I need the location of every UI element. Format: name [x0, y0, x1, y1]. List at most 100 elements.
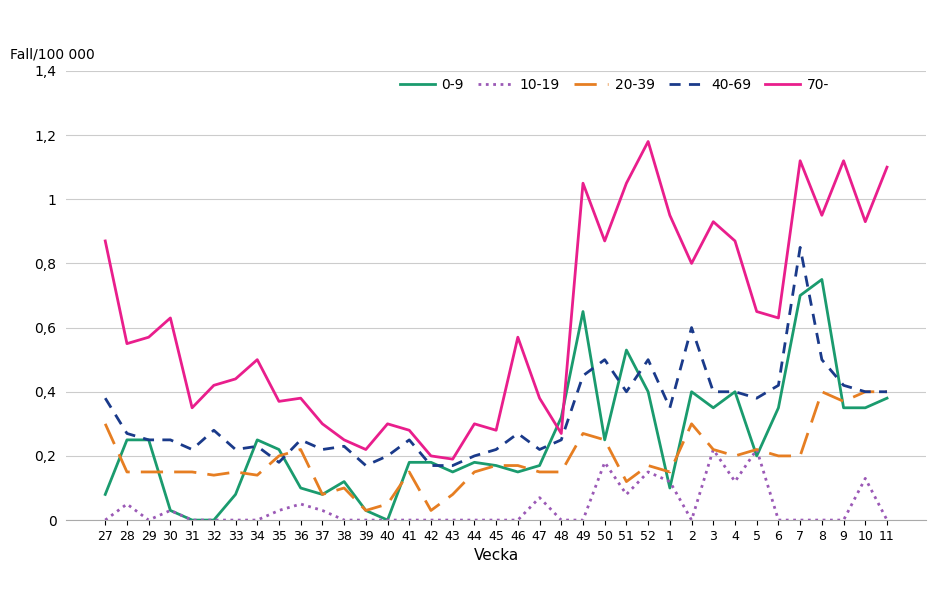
10-19 [316, 507, 328, 514]
0-9 [794, 292, 805, 299]
70- [729, 238, 740, 245]
70- [403, 427, 414, 434]
Line: 40-69: 40-69 [105, 248, 886, 466]
40-69 [447, 462, 458, 469]
20-39 [555, 469, 566, 476]
40-69 [707, 388, 718, 395]
10-19 [208, 517, 219, 524]
10-19 [577, 517, 588, 524]
40-69 [295, 436, 306, 443]
0-9 [295, 485, 306, 492]
70- [533, 395, 545, 402]
0-9 [338, 478, 349, 485]
0-9 [837, 404, 849, 411]
40-69 [229, 446, 241, 453]
10-19 [794, 517, 805, 524]
20-39 [664, 469, 675, 476]
20-39 [403, 469, 414, 476]
0-9 [620, 346, 632, 353]
10-19 [533, 494, 545, 501]
10-19 [468, 517, 480, 524]
40-69 [577, 372, 588, 379]
20-39 [707, 446, 718, 453]
20-39 [685, 420, 697, 427]
20-39 [859, 388, 870, 395]
0-9 [273, 446, 284, 453]
Text: Fall/100 000: Fall/100 000 [10, 48, 95, 62]
40-69 [620, 388, 632, 395]
0-9 [533, 462, 545, 469]
40-69 [208, 427, 219, 434]
20-39 [273, 452, 284, 459]
0-9 [468, 459, 480, 466]
20-39 [729, 452, 740, 459]
20-39 [447, 491, 458, 498]
70- [360, 446, 371, 453]
70- [794, 157, 805, 164]
40-69 [251, 443, 262, 450]
20-39 [620, 478, 632, 485]
0-9 [99, 491, 110, 498]
40-69 [729, 388, 740, 395]
10-19 [859, 475, 870, 482]
Line: 0-9: 0-9 [105, 280, 886, 520]
0-9 [555, 414, 566, 421]
Legend: 0-9, 10-19, 20-39, 40-69, 70-: 0-9, 10-19, 20-39, 40-69, 70- [399, 78, 828, 92]
20-39 [468, 469, 480, 476]
40-69 [273, 459, 284, 466]
20-39 [381, 501, 393, 508]
40-69 [403, 436, 414, 443]
0-9 [360, 507, 371, 514]
20-39 [316, 491, 328, 498]
0-9 [577, 308, 588, 315]
20-39 [121, 469, 132, 476]
10-19 [707, 446, 718, 453]
40-69 [425, 462, 436, 469]
0-9 [229, 491, 241, 498]
10-19 [251, 517, 262, 524]
70- [143, 334, 154, 341]
10-19 [512, 517, 523, 524]
10-19 [186, 517, 197, 524]
20-39 [794, 452, 805, 459]
70- [772, 314, 784, 322]
40-69 [338, 443, 349, 450]
70- [816, 212, 827, 219]
20-39 [208, 472, 219, 479]
0-9 [403, 459, 414, 466]
70- [99, 238, 110, 245]
Line: 70-: 70- [105, 141, 886, 459]
0-9 [859, 404, 870, 411]
70- [685, 260, 697, 267]
20-39 [295, 446, 306, 453]
10-19 [360, 517, 371, 524]
40-69 [881, 388, 892, 395]
40-69 [512, 430, 523, 437]
40-69 [164, 436, 176, 443]
70- [707, 218, 718, 225]
0-9 [121, 436, 132, 443]
20-39 [837, 398, 849, 405]
20-39 [816, 388, 827, 395]
20-39 [338, 485, 349, 492]
20-39 [881, 388, 892, 395]
10-19 [750, 446, 762, 453]
20-39 [360, 507, 371, 514]
10-19 [490, 517, 501, 524]
70- [251, 356, 262, 363]
0-9 [490, 462, 501, 469]
10-19 [664, 478, 675, 485]
40-69 [316, 446, 328, 453]
20-39 [251, 472, 262, 479]
0-9 [425, 459, 436, 466]
20-39 [598, 436, 610, 443]
0-9 [729, 388, 740, 395]
70- [164, 314, 176, 322]
70- [598, 238, 610, 245]
20-39 [642, 462, 653, 469]
20-39 [512, 462, 523, 469]
40-69 [381, 452, 393, 459]
70- [577, 180, 588, 187]
70- [295, 395, 306, 402]
40-69 [533, 446, 545, 453]
